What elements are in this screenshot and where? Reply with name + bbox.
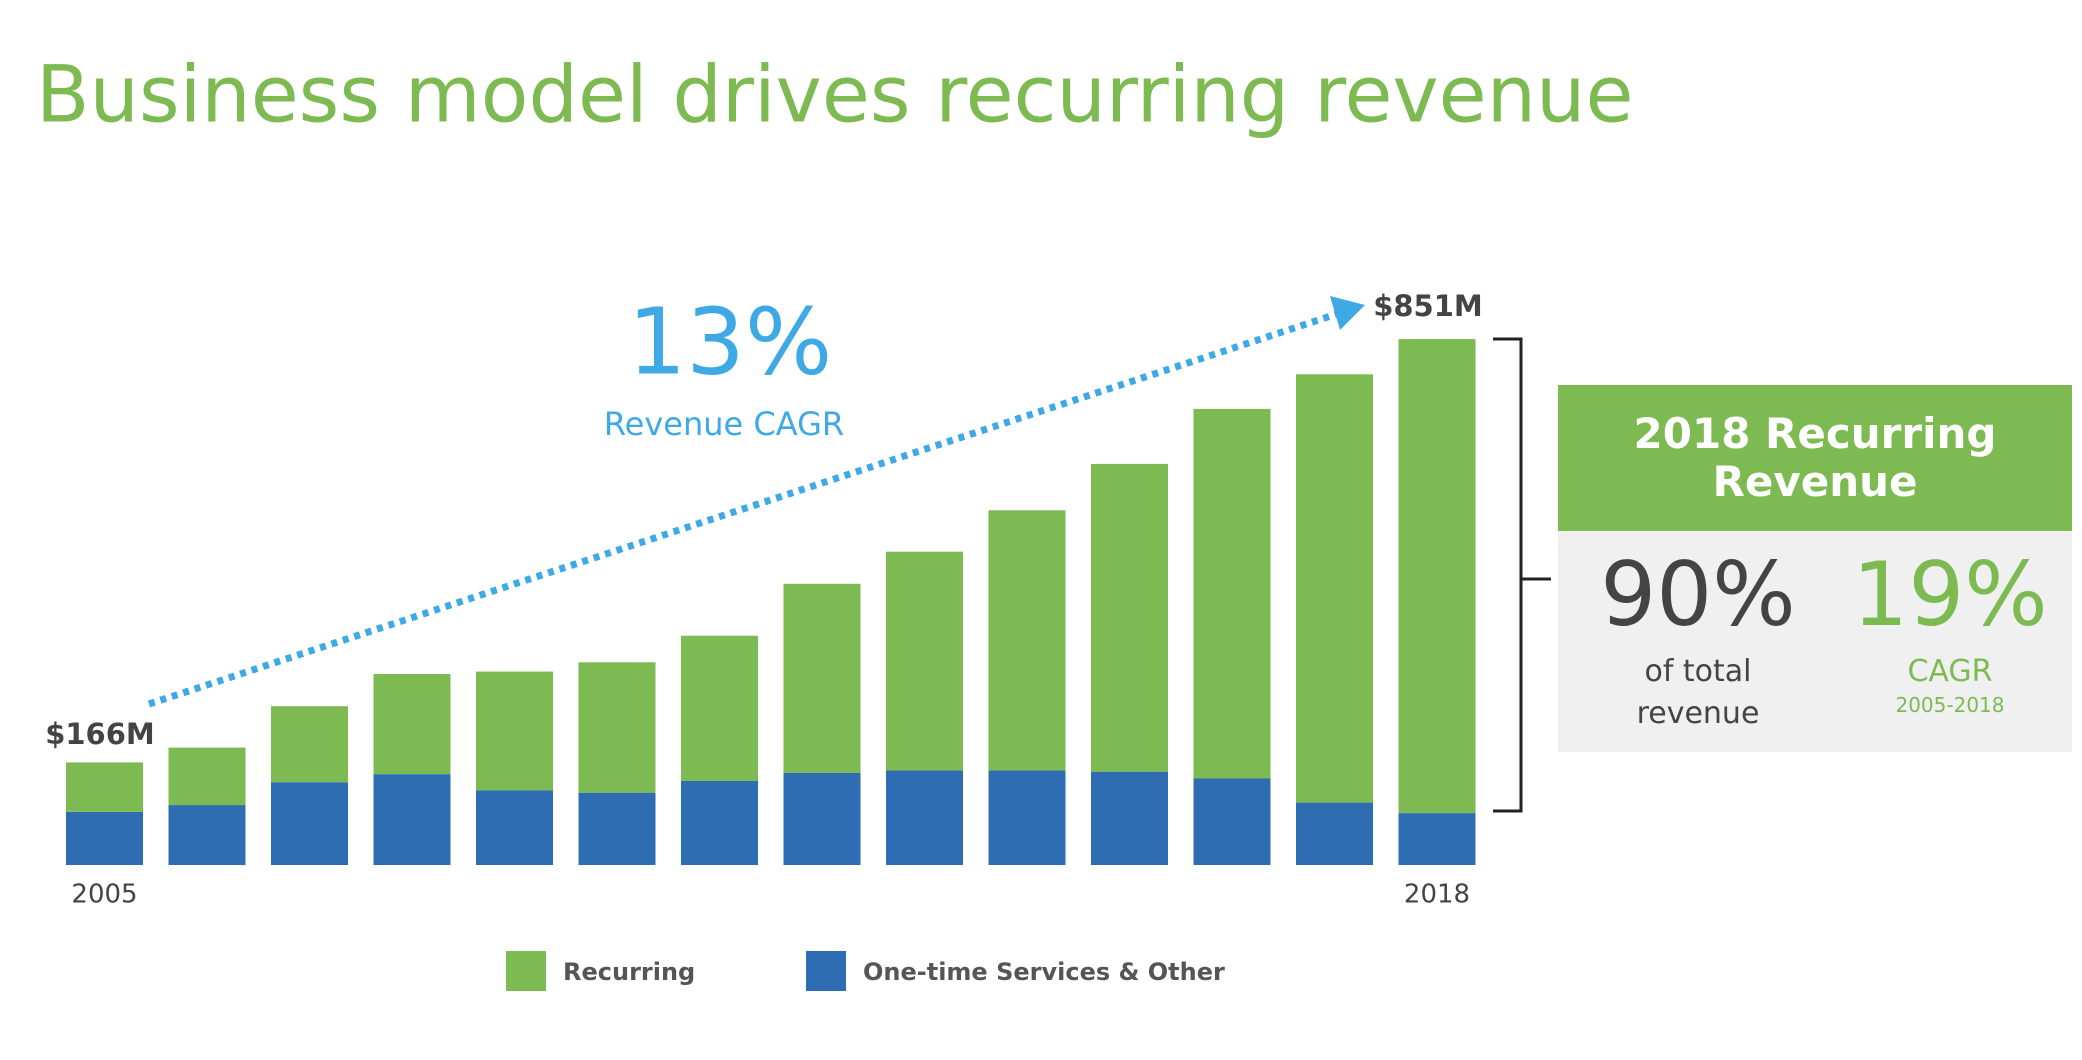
- bar-segment: [168, 805, 246, 865]
- bar-segment: [1398, 339, 1476, 814]
- bar-segment: [168, 747, 246, 806]
- bar-segment: [681, 780, 758, 865]
- bar-segment: [886, 770, 963, 865]
- callout-header: 2018 Recurring Revenue: [1558, 385, 2072, 531]
- x-tick-label: 2005: [71, 880, 137, 910]
- bar-segment: [373, 774, 451, 865]
- bar-segment: [476, 671, 553, 791]
- bar-segment: [578, 792, 656, 865]
- bar-segment: [886, 551, 963, 771]
- stat-sublabel: 2005-2018: [1895, 693, 2005, 717]
- bar-segment: [1091, 463, 1168, 772]
- end-total: $851M: [1373, 289, 1483, 323]
- callout-title: 2018 Recurring Revenue: [1633, 409, 1997, 506]
- bar-segment: [1296, 802, 1373, 865]
- stat-value: 90%: [1600, 543, 1796, 646]
- bar-segment: [1193, 778, 1271, 865]
- callout-panel: 2018 Recurring Revenue 90% of total reve…: [1558, 385, 2072, 752]
- legend-label: One-time Services & Other: [863, 958, 1225, 986]
- bar-segment: [373, 674, 451, 775]
- bar-segment: [476, 790, 553, 865]
- stat-label: of total revenue: [1636, 654, 1760, 731]
- stat: 19% CAGR 2005-2018: [1830, 543, 2070, 718]
- bar-segment: [1398, 813, 1476, 865]
- bar-segment: [66, 811, 143, 865]
- x-tick-label: 2018: [1404, 880, 1470, 910]
- bar-segment: [783, 772, 861, 865]
- legend-swatch: [806, 951, 846, 991]
- start-total: $166M: [45, 717, 155, 751]
- cagr-arrow: [147, 309, 1342, 708]
- bar-segment: [783, 583, 861, 773]
- cagr-label: Revenue CAGR: [604, 405, 844, 443]
- bar-segment: [681, 635, 758, 781]
- bar-segment: [578, 662, 656, 793]
- chart-title: Business model drives recurring revenue: [36, 50, 1633, 140]
- stat: 90% of total revenue: [1578, 545, 1818, 735]
- bar-segment: [1091, 771, 1168, 865]
- stat-value: 19%: [1852, 543, 2048, 646]
- bar-segment: [271, 782, 348, 865]
- stat-label: CAGR: [1907, 654, 1993, 689]
- legend-label: Recurring: [563, 958, 695, 986]
- legend-swatch: [506, 951, 546, 991]
- bar-segment: [1296, 374, 1373, 803]
- bar-segment: [1193, 408, 1271, 779]
- arrow-head: [1330, 296, 1365, 330]
- cagr-value: 13%: [628, 288, 832, 395]
- bar-segment: [271, 706, 348, 783]
- bracket: [1493, 337, 1551, 813]
- bar-segment: [988, 510, 1066, 771]
- bar-segment: [988, 770, 1066, 865]
- bar-segment: [66, 762, 143, 812]
